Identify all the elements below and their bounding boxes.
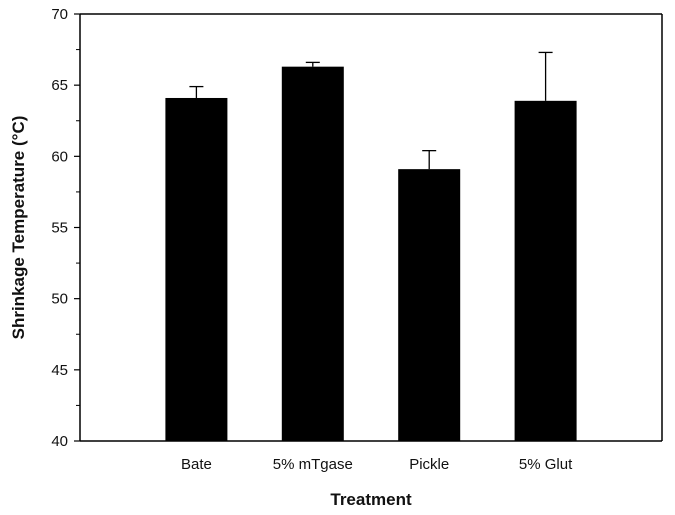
bar	[281, 66, 344, 441]
bar	[398, 169, 461, 442]
y-tick-label: 50	[51, 291, 68, 308]
y-tick-label: 70	[51, 6, 68, 23]
y-tick-label: 55	[51, 220, 68, 237]
x-tick-label: 5% Glut	[519, 456, 573, 473]
y-tick-label: 65	[51, 77, 68, 94]
y-tick-label: 40	[51, 433, 68, 450]
y-tick-label: 60	[51, 148, 68, 165]
x-tick-label: Pickle	[409, 456, 449, 473]
x-axis-tick-labels: Bate 5% mTgase Pickle 5% Glut	[181, 456, 573, 473]
y-tick-label: 45	[51, 362, 68, 379]
x-axis-title: Treatment	[330, 490, 412, 509]
x-tick-label: Bate	[181, 456, 212, 473]
bar	[514, 100, 577, 441]
y-axis-title: Shrinkage Temperature (°C)	[9, 116, 28, 340]
x-tick-label: 5% mTgase	[273, 456, 353, 473]
y-axis-ticks: 40 45 50 55 60 65 70	[51, 6, 80, 450]
bar	[165, 97, 228, 441]
bars	[165, 51, 577, 442]
